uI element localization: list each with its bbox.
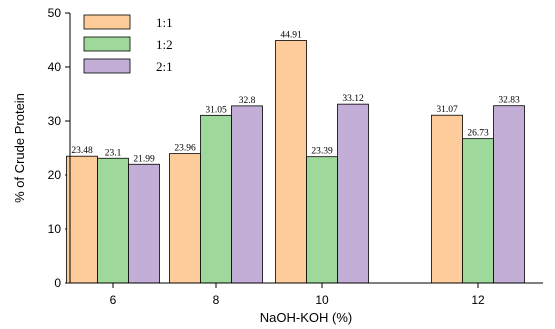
data-label: 26.73 (467, 129, 489, 139)
data-label: 23.48 (71, 146, 93, 156)
bar-1-2-12 (462, 138, 494, 284)
bar-1-2-8 (200, 114, 232, 284)
data-label: 21.99 (133, 154, 155, 164)
x-axis-title: NaOH-KOH (%) (260, 310, 352, 325)
x-tick-label: 10 (315, 293, 329, 307)
legend-swatch-2-1 (83, 58, 131, 74)
data-label: 23.39 (311, 147, 333, 157)
data-labels: 23.48 23.1 21.99 23.96 31.05 32.8 44.91 23.39 33… (71, 30, 520, 164)
data-label: 23.1 (105, 148, 122, 158)
y-axis-ticks: 0 10 20 30 40 50 (48, 6, 70, 290)
x-tick-label: 12 (471, 293, 485, 307)
x-tick-label: 8 (213, 293, 220, 307)
legend: 1:1 1:2 2:1 (83, 14, 173, 74)
bar-1-2-10 (306, 156, 338, 284)
data-label: 23.96 (174, 144, 196, 154)
y-tick-label: 20 (48, 168, 62, 182)
bar-2-1-6 (128, 163, 160, 284)
y-axis-title: % of Crude Protein (12, 93, 27, 203)
legend-swatch-1-2 (83, 36, 131, 52)
y-tick-label: 0 (54, 276, 61, 290)
data-label: 32.8 (239, 96, 256, 106)
data-label: 44.91 (280, 30, 302, 40)
legend-label: 2:1 (156, 59, 173, 74)
y-tick-label: 10 (48, 222, 62, 236)
data-label: 32.83 (498, 96, 520, 106)
bar-1-1-10 (275, 40, 307, 284)
y-tick-label: 50 (48, 6, 62, 20)
bar-1-1-8 (169, 153, 201, 284)
data-label: 31.07 (436, 105, 458, 115)
legend-label: 1:1 (156, 15, 173, 30)
bar-1-1-6 (66, 155, 98, 284)
bar-1-1-12 (431, 114, 463, 284)
data-label: 33.12 (342, 94, 364, 104)
x-axis-ticks: 6 8 10 12 (110, 283, 485, 307)
bar-2-1-8 (231, 105, 263, 284)
bar-2-1-12 (493, 105, 525, 284)
bar-1-2-6 (97, 157, 129, 284)
axes (69, 13, 543, 284)
data-label: 31.05 (205, 105, 227, 115)
legend-swatch-1-1 (83, 14, 131, 30)
y-tick-label: 40 (48, 60, 62, 74)
legend-label: 1:2 (156, 37, 173, 52)
bar-2-1-10 (337, 103, 369, 284)
y-tick-label: 30 (48, 114, 62, 128)
x-tick-label: 6 (110, 293, 117, 307)
